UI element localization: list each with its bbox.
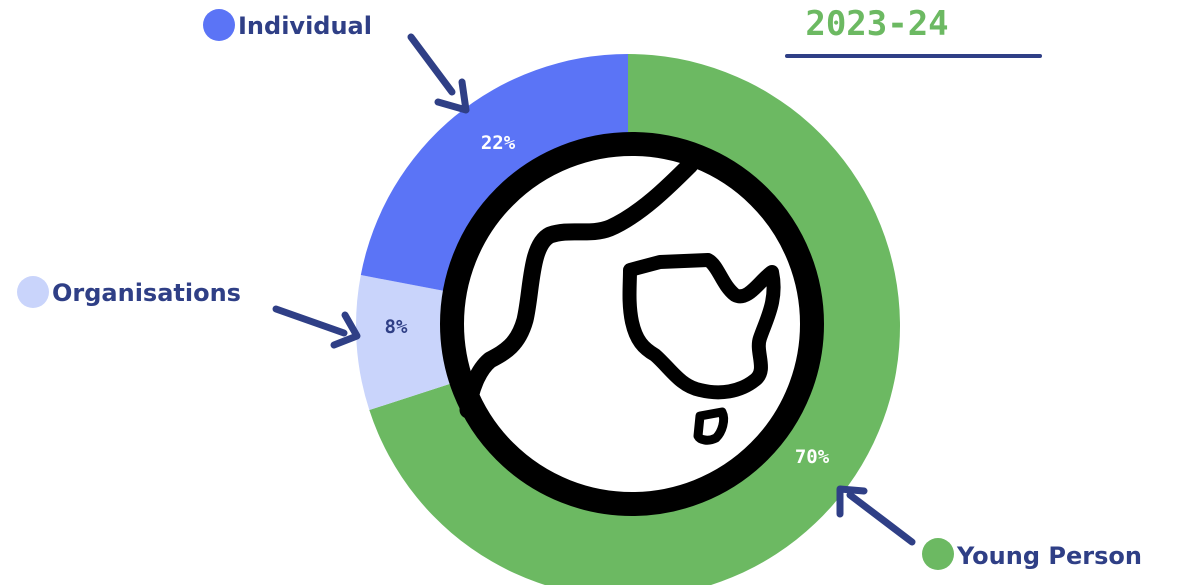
slice-individual [360,54,628,293]
legend-organisations: Organisations [17,276,241,308]
legend-dot-organisations [17,276,49,308]
legend-label-young-person: Young Person [956,542,1142,570]
pct-label-organisations: 8% [385,316,408,338]
legend-dot-individual [203,9,235,41]
pct-label-young-person: 70% [795,446,830,468]
globe-icon [440,132,824,516]
legend-individual: Individual [203,9,372,41]
legend-label-individual: Individual [238,12,372,40]
legend-label-organisations: Organisations [52,279,241,307]
slice-organisations [356,275,459,411]
arrow-young-person [836,485,916,546]
legend-dot-young-person [922,538,954,570]
arrow-individual [407,33,470,114]
legend-young-person: Young Person [922,538,1142,570]
pct-label-individual: 22% [481,132,516,154]
arrow-organisations [272,305,361,349]
chart-title: 2023-24 [805,4,948,44]
